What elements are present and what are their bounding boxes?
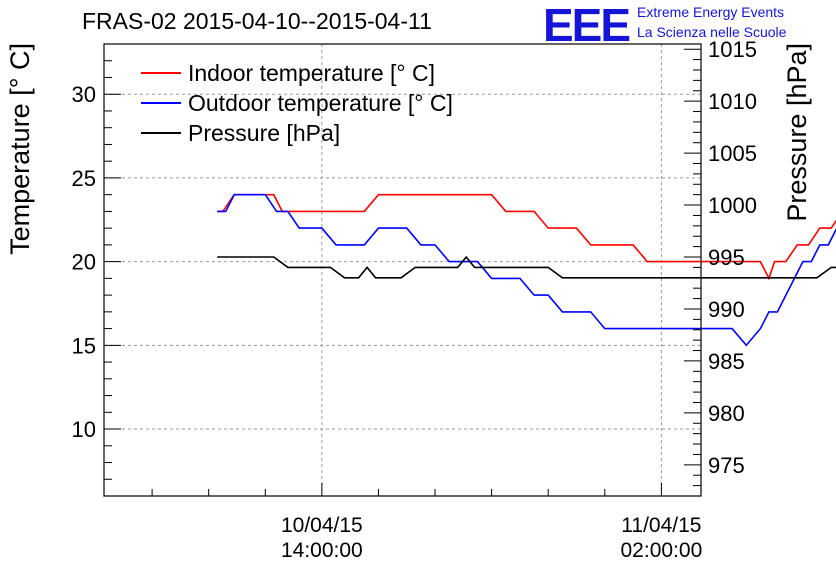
legend-label: Outdoor temperature [° C] — [188, 90, 453, 116]
y-left-axis-title: Temperature [° C] — [5, 43, 35, 255]
legend-label: Pressure [hPa] — [188, 120, 340, 146]
series-line-outdoor — [217, 193, 836, 347]
y-right-tick-label: 995 — [708, 245, 745, 270]
x-tick-label-date: 11/04/15 — [621, 514, 701, 537]
y-right-tick-label: 1000 — [708, 193, 757, 218]
series-lines — [217, 193, 836, 347]
logo-subtitle-line1: Extreme Energy Events — [637, 4, 785, 20]
y-right-tick-label: 1010 — [708, 89, 757, 114]
x-tick-label-date: 10/04/15 — [281, 514, 363, 537]
y-left-tick-label: 15 — [72, 333, 96, 358]
y-left-tick-label: 20 — [72, 250, 96, 275]
y-right-tick-label: 1015 — [708, 37, 757, 62]
x-tick-label-time: 02:00:00 — [621, 539, 703, 562]
logo-subtitle-line2: La Scienza nelle Scuole — [637, 24, 787, 40]
y-right-tick-label: 990 — [708, 297, 745, 322]
chart-title: FRAS-02 2015-04-10--2015-04-11 — [82, 8, 432, 34]
y-right-tick-label: 1005 — [708, 141, 757, 166]
series-line-pressure — [217, 255, 836, 279]
y-right-tick-label: 975 — [708, 453, 745, 478]
y-right-tick-label: 980 — [708, 401, 745, 426]
y-right-axis-title: Pressure [hPa] — [782, 43, 812, 222]
x-tick-label-time: 14:00:00 — [281, 539, 363, 562]
legend-label: Indoor temperature [° C] — [188, 60, 435, 86]
eee-logo: EEE — [543, 0, 631, 51]
y-left-tick-label: 10 — [72, 417, 96, 442]
y-left-tick-label: 30 — [72, 82, 96, 107]
y-left-tick-label: 25 — [72, 166, 96, 191]
y-right-tick-label: 985 — [708, 349, 745, 374]
axes: 10/04/1514:00:0011/04/1502:00:0011/04/15… — [5, 37, 812, 562]
plot-frame — [103, 43, 702, 497]
legend: Indoor temperature [° C] Outdoor temperat… — [141, 60, 453, 146]
